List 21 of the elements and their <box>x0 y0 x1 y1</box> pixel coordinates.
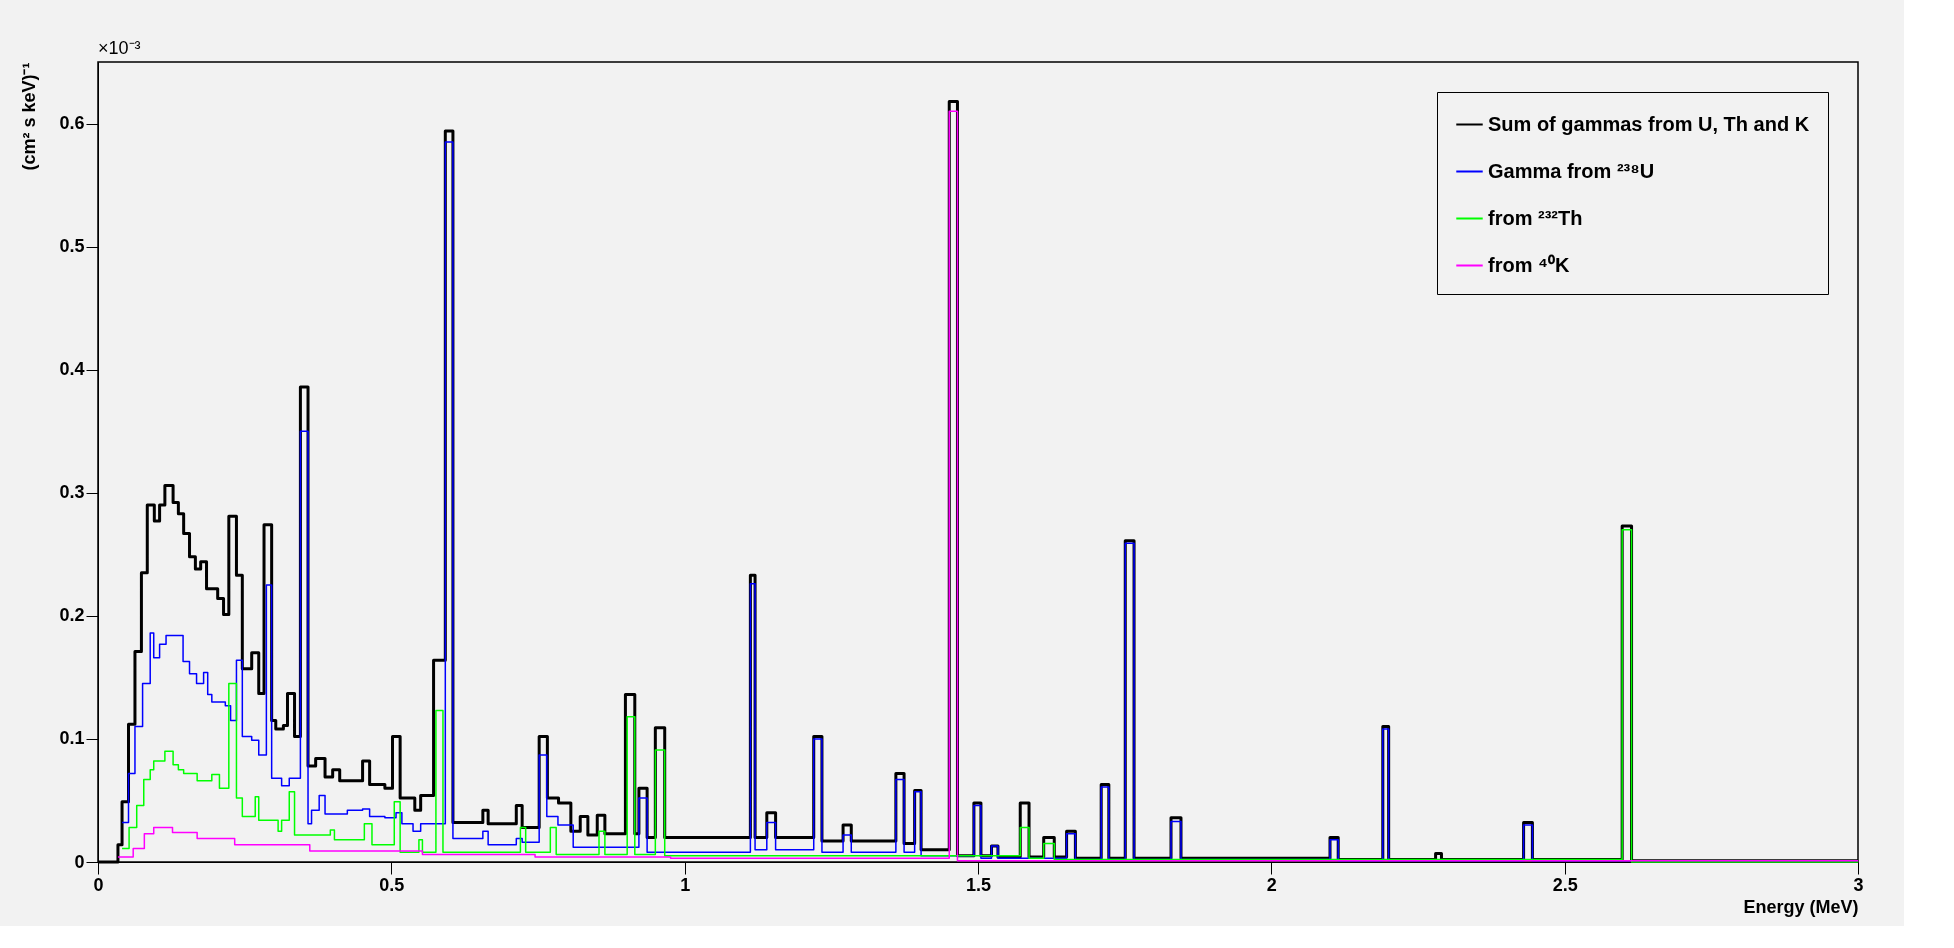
y-tick-label: 0.4 <box>59 359 85 380</box>
y-tick-label: 0.2 <box>59 605 85 626</box>
x-tick-label: 1 <box>680 874 691 895</box>
legend-label: from ⁴⁰K <box>1488 253 1570 276</box>
x-axis-title: Energy (MeV) <box>1743 896 1859 917</box>
y-tick-label: 0.6 <box>59 113 85 134</box>
y-axis-title: (cm² s keV)⁻¹ <box>19 62 40 171</box>
legend-label: Sum of gammas from U, Th and K <box>1488 112 1810 135</box>
y-tick-label: 0.3 <box>59 482 85 503</box>
x-tick-label: 3 <box>1853 874 1864 895</box>
x-tick-label: 2.5 <box>1552 874 1578 895</box>
legend-label: Gamma from ²³⁸U <box>1488 159 1655 182</box>
x-tick-label: 2 <box>1266 874 1277 895</box>
y-tick-label: 0.1 <box>59 728 85 749</box>
x-tick-label: 0.5 <box>379 874 405 895</box>
text: ×10⁻³ <box>98 38 141 58</box>
legend-label: from ²³²Th <box>1488 206 1583 229</box>
x-tick-label: 0 <box>93 874 104 895</box>
y-tick-label: 0 <box>74 851 85 872</box>
y-tick-label: 0.5 <box>59 236 85 257</box>
x-tick-label: 1.5 <box>965 874 992 895</box>
